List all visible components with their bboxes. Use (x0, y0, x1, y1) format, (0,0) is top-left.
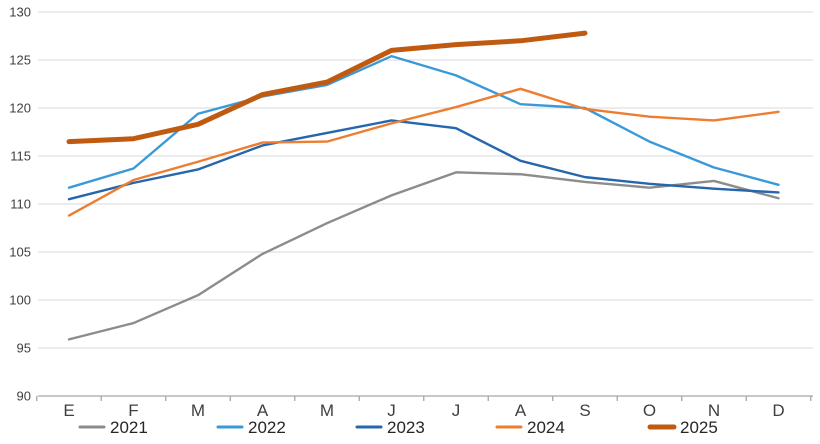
legend-label-2023: 2023 (387, 418, 425, 437)
x-axis-month-label: S (579, 401, 590, 420)
series-line-2025 (66, 30, 588, 145)
x-axis-month-label: M (320, 401, 334, 420)
legend-label-2025: 2025 (680, 418, 718, 437)
x-axis-month-label: D (772, 401, 784, 420)
x-axis-month-label: M (191, 401, 205, 420)
y-axis-tick-label: 130 (9, 5, 31, 20)
x-axis-month-label: J (452, 401, 461, 420)
x-axis-month-label: E (63, 401, 74, 420)
legend-label-2024: 2024 (527, 418, 565, 437)
y-axis-tick-label: 110 (10, 197, 31, 212)
legend-label-2021: 2021 (110, 418, 148, 437)
x-axis-month-label: O (643, 401, 656, 420)
y-axis-tick-label: 125 (9, 53, 31, 68)
y-axis-tick-label: 95 (17, 341, 31, 356)
legend-label-2022: 2022 (248, 418, 286, 437)
x-axis-month-label: J (387, 401, 396, 420)
y-axis-tick-label: 120 (9, 101, 31, 116)
series-line-2021 (67, 171, 780, 341)
series-line-2022 (67, 54, 780, 189)
y-axis-tick-label: 90 (17, 389, 31, 404)
x-axis-month-label: N (708, 401, 720, 420)
y-axis-tick-label: 100 (9, 293, 31, 308)
x-axis-month-label: A (257, 401, 269, 420)
x-axis-month-label: A (515, 401, 527, 420)
y-axis-tick-label: 105 (9, 245, 31, 260)
series-line-2024 (67, 87, 780, 217)
y-axis-tick-label: 115 (10, 149, 31, 164)
x-axis-month-label: F (128, 401, 138, 420)
series-line-2023 (67, 119, 780, 201)
